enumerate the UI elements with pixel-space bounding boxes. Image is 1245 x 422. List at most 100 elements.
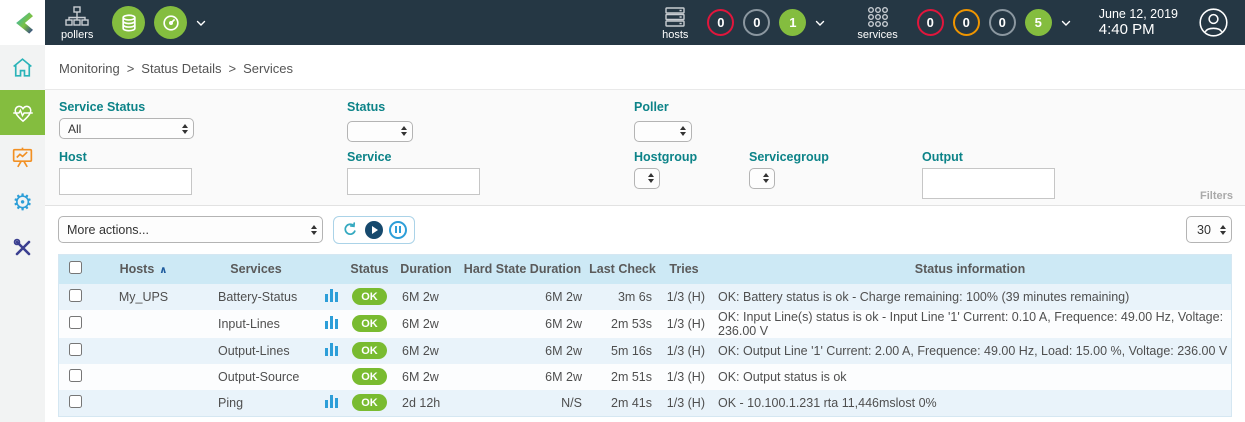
status-counter-badge[interactable]: 0: [988, 9, 1016, 36]
pause-refresh-button[interactable]: [389, 220, 407, 239]
hosts-chevron[interactable]: [813, 16, 827, 30]
latency-status-button[interactable]: [154, 6, 188, 39]
status-counter-badge[interactable]: 0: [707, 9, 735, 36]
servicegroup-select[interactable]: [749, 167, 775, 189]
column-hard-state-duration[interactable]: Hard State Duration: [459, 254, 586, 284]
database-status-button[interactable]: [112, 6, 146, 39]
services-chevron[interactable]: [1059, 16, 1073, 30]
refresh-button[interactable]: [341, 221, 359, 239]
sidebar-item-administration[interactable]: [0, 225, 45, 270]
column-last-check[interactable]: Last Check: [586, 254, 659, 284]
filter-host: Host: [59, 150, 347, 199]
status-badge[interactable]: OK: [352, 394, 387, 411]
row-checkbox[interactable]: [68, 288, 82, 302]
column-status[interactable]: Status: [346, 254, 393, 284]
table-row: Input-Lines OK 6M 2w 6M 2w 2m 53s 1/3 (H) OK: …: [59, 309, 1231, 338]
row-checkbox[interactable]: [68, 315, 82, 329]
filters-panel-label: Filters: [1199, 189, 1233, 202]
tries-value: 1/3 (H): [666, 395, 705, 410]
column-services[interactable]: Services: [196, 254, 316, 284]
sidebar-item-home[interactable]: [0, 45, 45, 90]
host-input[interactable]: [59, 167, 192, 195]
gauge-icon: [163, 14, 179, 31]
graph-icon[interactable]: [324, 394, 338, 408]
graph-icon[interactable]: [324, 315, 338, 329]
status-information-text: OK: Battery status is ok - Charge remain…: [718, 289, 1130, 304]
hostgroup-label: Hostgroup: [634, 149, 698, 164]
more-actions-select[interactable]: More actions...: [58, 216, 323, 243]
services-table: Hosts ∧ Services Status Duration Hard Sta…: [58, 253, 1232, 417]
sidebar-item-monitoring[interactable]: [0, 90, 45, 135]
row-checkbox[interactable]: [68, 394, 82, 408]
poller-select[interactable]: [634, 120, 692, 142]
tries-value: 1/3 (H): [666, 316, 705, 331]
status-counter-badge[interactable]: 0: [916, 9, 944, 36]
status-counter-badge[interactable]: 5: [1024, 9, 1052, 36]
select-arrows-icon: [763, 173, 769, 183]
service-input[interactable]: [347, 167, 480, 195]
hard-state-duration-value: 6M 2w: [545, 289, 582, 304]
service-status-select[interactable]: All: [59, 118, 194, 139]
column-hosts[interactable]: Hosts ∧: [91, 254, 196, 284]
service-status-label: Service Status: [59, 100, 146, 114]
column-duration[interactable]: Duration: [393, 254, 459, 284]
column-tries[interactable]: Tries: [659, 254, 709, 284]
column-status-information[interactable]: Status information: [709, 254, 1231, 284]
breadcrumb: Monitoring > Status Details > Services: [45, 45, 1245, 90]
pollers-menu[interactable]: pollers: [61, 5, 93, 41]
column-graph: [316, 254, 346, 284]
play-icon: [365, 220, 383, 239]
service-name-link[interactable]: Input-Lines: [218, 316, 280, 331]
heartbeat-icon: [12, 105, 33, 122]
row-checkbox[interactable]: [68, 368, 82, 382]
tools-icon: [13, 238, 30, 255]
database-icon: [122, 13, 136, 32]
status-badge[interactable]: OK: [352, 315, 387, 332]
tries-value: 1/3 (H): [666, 369, 705, 384]
last-check-value: 3m 6s: [617, 289, 652, 304]
status-counter-badge[interactable]: 1: [779, 9, 807, 36]
status-badge[interactable]: OK: [352, 288, 387, 305]
pollers-sitemap-icon: [65, 5, 89, 26]
poller-label: Poller: [634, 100, 669, 114]
status-badge[interactable]: OK: [352, 342, 387, 359]
host-name-link[interactable]: My_UPS: [118, 289, 169, 304]
graph-icon[interactable]: [324, 288, 338, 302]
page-size-select[interactable]: 30: [1186, 216, 1232, 243]
actions-toolbar: More actions... 30: [45, 206, 1245, 254]
row-checkbox[interactable]: [68, 342, 82, 356]
last-check-value: 2m 51s: [611, 369, 652, 384]
pollers-chevron[interactable]: [194, 16, 208, 30]
hosts-menu[interactable]: hosts: [662, 5, 688, 41]
status-counter-badge[interactable]: 0: [743, 9, 771, 36]
breadcrumb-separator: >: [228, 61, 237, 76]
presentation-chart-icon: [12, 147, 33, 168]
status-badge[interactable]: OK: [352, 368, 387, 385]
filter-hostgroup: Hostgroup: [634, 150, 749, 199]
sidebar-item-configuration[interactable]: ⚙: [0, 180, 45, 225]
breadcrumb-item[interactable]: Status Details: [141, 61, 222, 76]
service-name-link[interactable]: Ping: [218, 395, 244, 410]
output-input[interactable]: [922, 167, 1055, 199]
services-menu[interactable]: services: [857, 5, 898, 41]
sidebar-item-reporting[interactable]: [0, 135, 45, 180]
filter-servicegroup: Servicegroup: [749, 150, 922, 199]
user-menu-button[interactable]: [1198, 7, 1229, 38]
status-counter-badge[interactable]: 0: [952, 9, 980, 36]
service-name-link[interactable]: Battery-Status: [218, 289, 298, 304]
select-all-checkbox[interactable]: [68, 261, 82, 274]
host-label: Host: [59, 149, 87, 164]
play-refresh-button[interactable]: [365, 220, 383, 239]
table-row: Output-Lines OK 6M 2w 6M 2w 5m 16s 1/3 (H) OK:…: [59, 337, 1231, 364]
breadcrumb-item[interactable]: Monitoring: [59, 61, 120, 76]
service-name-link[interactable]: Output-Lines: [218, 343, 290, 358]
graph-icon[interactable]: [324, 342, 338, 356]
centreon-logo[interactable]: [0, 0, 45, 45]
service-name-link[interactable]: Output-Source: [218, 369, 300, 384]
hostgroup-select[interactable]: [634, 167, 660, 189]
status-select[interactable]: [347, 120, 413, 142]
table-row: Ping OK 2d 12h N/S 2m 41s 1/3 (H) OK - 10.100.…: [59, 389, 1231, 416]
breadcrumb-item[interactable]: Services: [243, 61, 293, 76]
